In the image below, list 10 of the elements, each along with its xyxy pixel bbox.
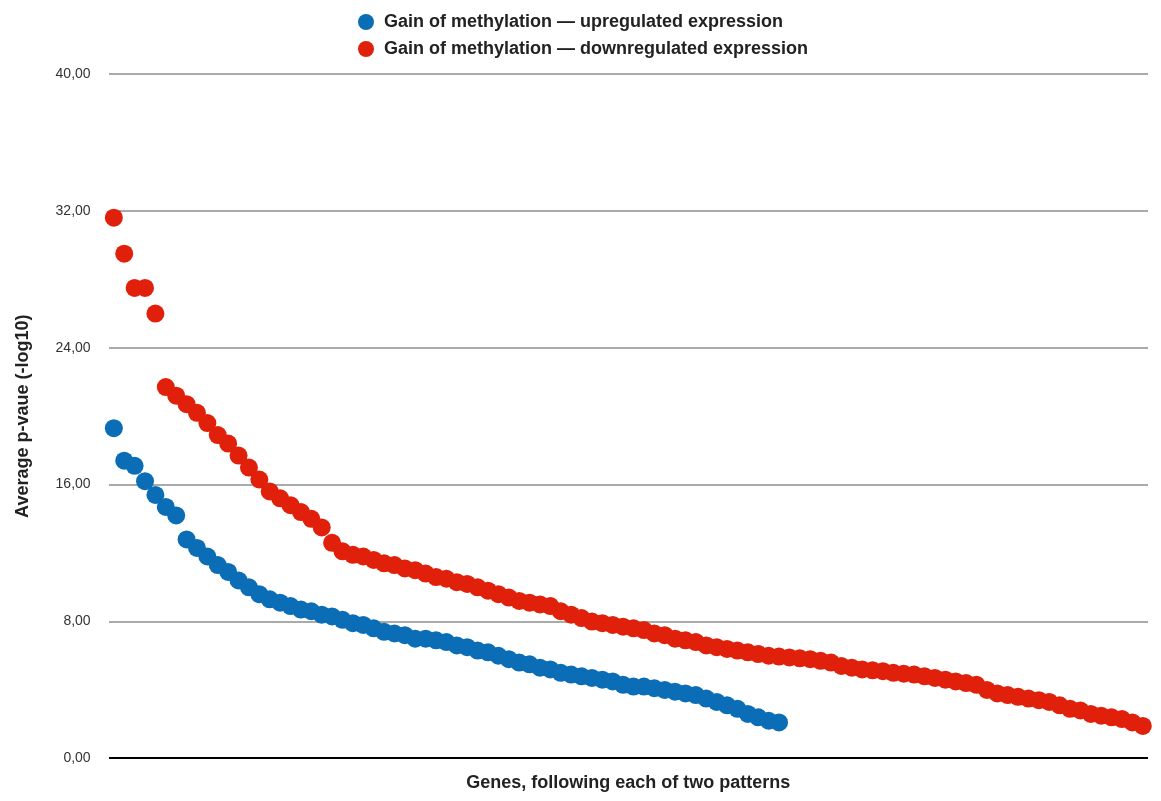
y-tick-label: 0,00 <box>63 749 91 766</box>
y-tick-label: 16,00 <box>55 475 91 492</box>
y-tick-label: 8,00 <box>63 612 91 629</box>
y-tick-label: 24,00 <box>55 338 91 355</box>
y-tick-label: 32,00 <box>55 201 91 218</box>
y-axis-title: Average p-vaue (-log10) <box>11 314 32 518</box>
legend-label: Gain of methylation — downregulated expression <box>383 38 809 59</box>
legend-label: Gain of methylation — upregulated expression <box>383 11 784 32</box>
y-tick-label: 40,00 <box>55 64 91 81</box>
x-axis-title: Genes, following each of two patterns <box>466 772 791 793</box>
